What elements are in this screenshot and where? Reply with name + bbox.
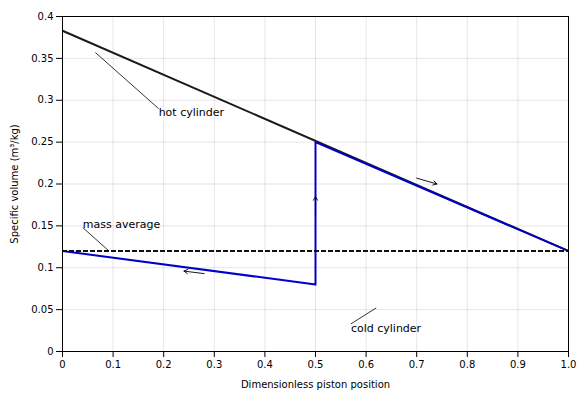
svg-text:hot cylinder: hot cylinder bbox=[159, 106, 225, 119]
svg-text:0.7: 0.7 bbox=[409, 359, 425, 370]
svg-text:Dimensionless piston position: Dimensionless piston position bbox=[241, 379, 390, 390]
svg-text:0.1: 0.1 bbox=[38, 262, 54, 273]
svg-text:0.4: 0.4 bbox=[257, 359, 273, 370]
svg-text:cold cylinder: cold cylinder bbox=[351, 322, 422, 335]
svg-text:0.25: 0.25 bbox=[31, 136, 53, 147]
svg-text:mass average: mass average bbox=[83, 218, 161, 231]
svg-text:0.1: 0.1 bbox=[105, 359, 121, 370]
svg-text:0: 0 bbox=[47, 346, 53, 357]
svg-text:0.2: 0.2 bbox=[156, 359, 172, 370]
svg-text:0.3: 0.3 bbox=[206, 359, 222, 370]
svg-text:0.9: 0.9 bbox=[510, 359, 526, 370]
svg-text:0.2: 0.2 bbox=[38, 178, 54, 189]
svg-text:0.8: 0.8 bbox=[459, 359, 475, 370]
svg-text:0.4: 0.4 bbox=[38, 11, 54, 22]
svg-text:0.5: 0.5 bbox=[308, 359, 324, 370]
svg-text:0.35: 0.35 bbox=[31, 53, 53, 64]
svg-text:0: 0 bbox=[59, 359, 65, 370]
svg-text:0.6: 0.6 bbox=[358, 359, 374, 370]
svg-text:1.0: 1.0 bbox=[561, 359, 577, 370]
svg-text:0.3: 0.3 bbox=[38, 94, 54, 105]
svg-text:Specific volume (m³/kg): Specific volume (m³/kg) bbox=[9, 124, 20, 243]
svg-text:0.05: 0.05 bbox=[31, 304, 53, 315]
svg-text:0.15: 0.15 bbox=[31, 220, 53, 231]
